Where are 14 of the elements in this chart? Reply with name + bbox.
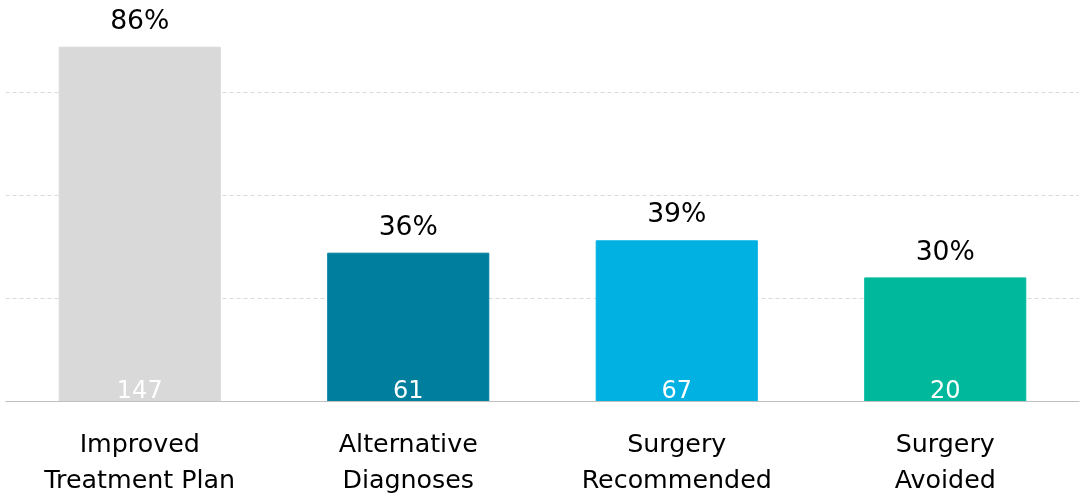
- data-label: 36%: [378, 209, 438, 241]
- data-label: 86%: [110, 3, 170, 35]
- annotation: 20: [929, 375, 961, 404]
- data-label: 39%: [647, 197, 707, 229]
- annotation: 67: [661, 375, 693, 404]
- x-tick-label: Surgery Avoided: [894, 427, 996, 494]
- bar: [864, 277, 1027, 402]
- annotation: 61: [392, 375, 424, 404]
- bar: [595, 240, 758, 402]
- x-tick-label: Surgery Recommended: [581, 427, 772, 494]
- x-tick-label: Alternative Diagnoses: [338, 427, 478, 494]
- bar: [327, 252, 490, 402]
- x-tick-label: Improved Treatment Plan: [43, 427, 236, 494]
- data-label: 30%: [915, 234, 975, 266]
